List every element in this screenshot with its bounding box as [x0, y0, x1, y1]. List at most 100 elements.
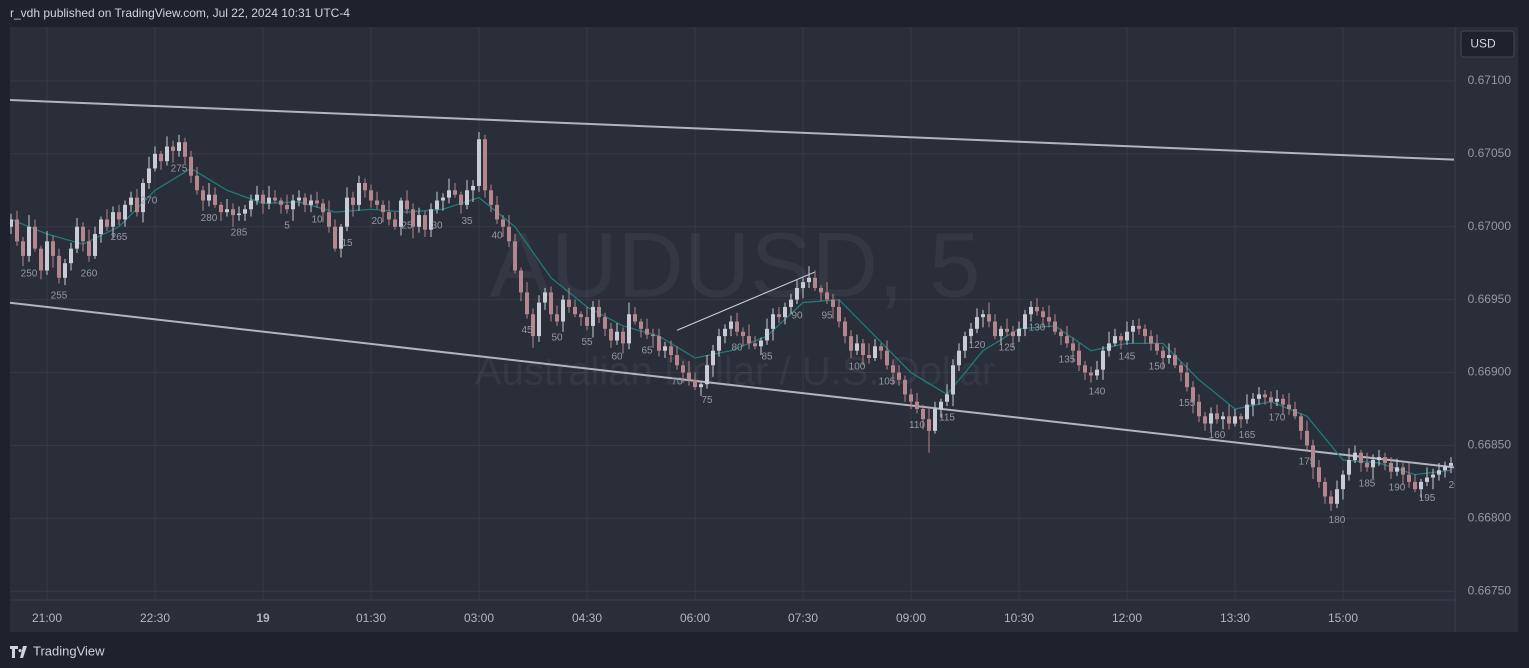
candle-body: [87, 241, 91, 256]
candle-body: [621, 331, 625, 344]
candle-body: [147, 168, 151, 184]
candle-body: [363, 183, 367, 191]
candle-body: [723, 328, 727, 337]
candle-body: [1143, 328, 1147, 337]
x-tick-label: 10:30: [1004, 611, 1034, 625]
candle-body: [993, 321, 997, 337]
bar-number-label: 80: [731, 343, 743, 354]
bar-number-label: 155: [1179, 398, 1196, 409]
bar-number-label: 190: [1389, 483, 1406, 494]
candle-body: [1149, 336, 1153, 344]
candle-body: [1275, 398, 1279, 402]
candle-body: [585, 317, 589, 326]
candle-body: [27, 226, 31, 256]
bar-number-label: 50: [551, 333, 563, 344]
watermark: AUDUSD, 5 Australian Dollar / U.S. Dolla…: [475, 214, 995, 393]
bar-number-label: 275: [171, 163, 188, 174]
candle-body: [165, 146, 169, 162]
plot-area: 250 255 260 265 270 275 280 285 5 10 15 20 25 30 35 40 4…: [10, 98, 1455, 526]
bar-number-label: 170: [1269, 413, 1286, 424]
candle-body: [765, 328, 769, 341]
candle-body: [1095, 369, 1099, 376]
candle-body: [1245, 404, 1249, 420]
bar-number-label: 95: [821, 311, 833, 322]
candle-body: [153, 153, 157, 169]
candle-body: [177, 142, 181, 151]
candle-body: [543, 292, 547, 303]
x-tick-label: 19: [256, 611, 270, 625]
candle-body: [357, 183, 361, 205]
candle-body: [999, 328, 1003, 337]
candle-body: [399, 200, 403, 227]
candle-body: [219, 204, 223, 213]
candle-body: [1311, 445, 1315, 468]
candle-body: [45, 241, 49, 271]
candle-body: [249, 200, 253, 210]
chart-panel: [10, 27, 1518, 632]
candle-body: [675, 355, 679, 366]
candle-body: [1155, 343, 1159, 351]
candle-body: [1383, 457, 1387, 463]
bar-number-label: 175: [1299, 456, 1316, 467]
candle-body: [1089, 372, 1093, 376]
candle-body: [813, 277, 817, 288]
candle-body: [495, 204, 499, 220]
bar-number-label: 135: [1059, 354, 1076, 365]
candle-body: [1041, 311, 1045, 318]
candle-body: [1443, 465, 1447, 471]
candle-body: [849, 336, 853, 351]
candle-body: [1395, 467, 1399, 472]
candle-body: [633, 314, 637, 322]
bar-number-label: 70: [671, 376, 683, 387]
candle-body: [885, 350, 889, 366]
candle-body: [1119, 336, 1123, 341]
currency-button[interactable]: [1460, 30, 1515, 58]
candle-body: [987, 314, 991, 322]
bar-number-label: 40: [491, 230, 503, 241]
candle-body: [1083, 365, 1087, 373]
candle-body: [903, 379, 907, 395]
candle-body: [1347, 460, 1351, 475]
bar-number-label: 115: [939, 413, 955, 424]
candle-body: [921, 409, 925, 420]
candle-body: [753, 343, 757, 347]
candle-body: [393, 219, 397, 227]
candle-body: [1359, 452, 1363, 463]
trend-line: [10, 301, 1455, 469]
candle-body: [21, 241, 25, 256]
y-tick-label: 0.66850: [1468, 438, 1512, 452]
bar-number-label: 285: [231, 228, 248, 239]
candle-body: [609, 328, 613, 341]
candle-body: [891, 365, 895, 373]
candle-body: [63, 263, 67, 278]
candle-body: [681, 365, 685, 373]
candle-body: [1263, 394, 1267, 398]
candle-body: [345, 197, 349, 227]
candle-body: [1287, 404, 1291, 409]
candle-body: [1059, 331, 1063, 337]
y-tick-label: 0.66950: [1468, 292, 1512, 306]
bar-number-label: 165: [1239, 430, 1256, 441]
candle-body: [897, 372, 901, 380]
candle-body: [297, 197, 301, 201]
candle-body: [411, 209, 415, 227]
bar-number-label: 100: [849, 362, 866, 373]
footer-brand: TradingView: [33, 643, 105, 658]
candle-body: [387, 212, 391, 220]
bar-number-label: 65: [641, 346, 653, 357]
bar-number-label: 105: [879, 376, 896, 387]
candle-body: [1281, 398, 1285, 405]
candle-body: [507, 226, 511, 242]
candle-body: [1341, 474, 1345, 490]
candle-body: [933, 409, 937, 431]
candle-body: [141, 183, 145, 213]
candle-body: [465, 190, 469, 205]
candle-body: [459, 194, 463, 205]
candle-body: [261, 194, 265, 204]
candle-body: [1047, 317, 1051, 322]
candle-body: [669, 346, 673, 356]
candle-body: [747, 336, 751, 344]
candle-body: [39, 248, 43, 271]
candle-body: [831, 299, 835, 307]
candle-body: [441, 197, 445, 201]
